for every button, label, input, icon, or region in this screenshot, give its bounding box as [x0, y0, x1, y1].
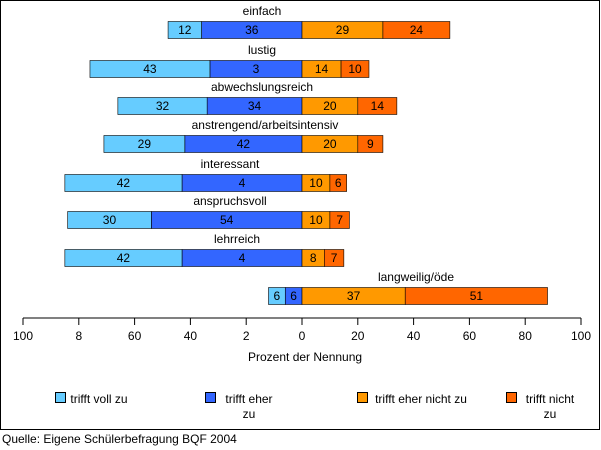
x-tick-label: 80: [519, 329, 533, 343]
data-label: 14: [371, 99, 385, 113]
legend-swatch: [357, 392, 368, 403]
data-label: 12: [178, 23, 192, 37]
bar-segment: [382, 21, 451, 39]
x-axis-label: Prozent der Nennung: [248, 350, 362, 364]
data-label: 29: [336, 23, 350, 37]
x-tick-label: 40: [184, 329, 198, 343]
data-label: 29: [138, 137, 152, 151]
bar-segment: [89, 60, 211, 78]
data-label: 6: [290, 289, 297, 303]
category-label: abwechslungsreich: [211, 80, 313, 94]
data-label: 34: [248, 99, 262, 113]
bar-segment: [64, 249, 183, 267]
frame: [0, 0, 600, 430]
data-label: 7: [331, 251, 338, 265]
data-label: 42: [117, 176, 131, 190]
data-label: 4: [239, 176, 246, 190]
data-label: 3: [253, 62, 260, 76]
bar-segment: [324, 249, 345, 267]
source: Quelle: Eigene Schülerbefragung BQF 2004: [2, 432, 237, 446]
x-tick-label: 60: [128, 329, 142, 343]
x-tick-label: 60: [463, 329, 477, 343]
data-label: 51: [470, 289, 484, 303]
data-label: 14: [315, 62, 329, 76]
category-label: langweilig/öde: [378, 270, 454, 284]
category-label: einfach: [243, 4, 282, 18]
category-label: interessant: [201, 157, 260, 171]
bar-segment: [67, 211, 152, 229]
data-label: 43: [143, 62, 157, 76]
data-label: 6: [335, 176, 342, 190]
bar-segment: [357, 97, 398, 115]
category-label: lehrreich: [214, 232, 260, 246]
data-label: 10: [348, 62, 362, 76]
bar-segment: [167, 21, 202, 39]
bar-segment: [329, 211, 350, 229]
bar-segment: [64, 174, 183, 192]
x-tick-label: 0: [299, 329, 306, 343]
data-label: 7: [336, 213, 343, 227]
data-label: 30: [103, 213, 117, 227]
data-label: 42: [117, 251, 131, 265]
bar-segment: [103, 135, 186, 153]
bar-segment: [357, 135, 384, 153]
bar-segment: [117, 97, 208, 115]
data-label: 10: [309, 176, 323, 190]
legend-swatch: [205, 392, 216, 403]
data-label: 54: [220, 213, 234, 227]
x-tick-label: 40: [407, 329, 421, 343]
data-label: 42: [237, 137, 251, 151]
category-label: lustig: [248, 43, 276, 57]
data-label: 10: [309, 213, 323, 227]
legend-label: trifft eher zu: [225, 392, 273, 421]
bar-segment: [404, 287, 548, 305]
legend-label: trifft nicht zu: [525, 392, 575, 421]
legend-swatch: [506, 392, 517, 403]
x-tick-label: 100: [13, 329, 33, 343]
x-tick-label: 100: [571, 329, 591, 343]
data-label: 36: [245, 23, 259, 37]
bar-segment: [340, 60, 370, 78]
data-label: 4: [239, 251, 246, 265]
data-label: 37: [347, 289, 361, 303]
data-label: 32: [156, 99, 170, 113]
data-label: 24: [410, 23, 424, 37]
data-label: 6: [274, 289, 281, 303]
x-tick-label: 20: [351, 329, 365, 343]
legend-label: trifft voll zu: [70, 392, 128, 406]
legend-label: trifft eher nicht zu: [375, 392, 467, 406]
data-label: 9: [367, 137, 374, 151]
x-tick-label: 8: [75, 329, 82, 343]
category-label: anspruchsvoll: [193, 194, 266, 208]
bar-segment: [329, 174, 347, 192]
data-label: 20: [323, 99, 337, 113]
data-label: 8: [310, 251, 317, 265]
legend-swatch: [55, 392, 66, 403]
x-tick-label: 2: [243, 329, 250, 343]
category-label: anstrengend/arbeitsintensiv: [192, 118, 339, 132]
data-label: 20: [323, 137, 337, 151]
bar-segment: [268, 287, 286, 305]
